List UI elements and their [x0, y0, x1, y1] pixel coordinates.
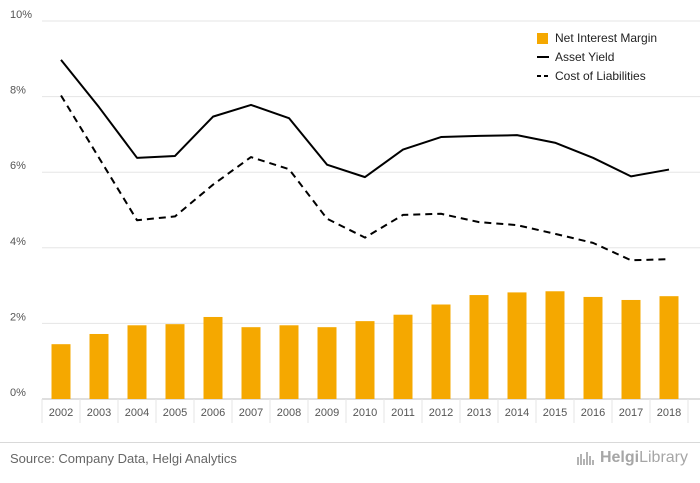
bar	[89, 333, 109, 399]
bar	[317, 327, 337, 399]
bars-icon	[576, 452, 594, 465]
logo-text-helgi: Helgi	[599, 449, 640, 466]
x-tick-label: 2003	[87, 407, 111, 419]
y-tick-label: 10%	[10, 9, 32, 21]
bar	[127, 325, 147, 399]
bar	[279, 325, 299, 399]
x-tick-label: 2015	[543, 407, 567, 419]
source-note: Source: Company Data, Helgi Analytics	[10, 451, 237, 466]
x-tick-label: 2004	[125, 407, 149, 419]
legend-label: Asset Yield	[555, 50, 614, 64]
y-tick-label: 4%	[10, 236, 26, 248]
x-tick-label: 2006	[201, 407, 225, 419]
x-tick-label: 2012	[429, 407, 453, 419]
legend-label: Cost of Liabilities	[555, 69, 646, 83]
x-tick-label: 2008	[277, 407, 301, 419]
bar	[165, 324, 185, 399]
logo-text-library: Library	[639, 449, 688, 466]
bar	[393, 314, 413, 399]
x-tick-label: 2007	[239, 407, 263, 419]
x-tick-label: 2010	[353, 407, 377, 419]
footer-divider	[0, 442, 700, 443]
bar	[241, 327, 261, 399]
bar	[355, 321, 375, 399]
bar	[203, 316, 223, 399]
x-tick-label: 2005	[163, 407, 187, 419]
x-tick-label: 2011	[391, 407, 415, 419]
x-tick-label: 2002	[49, 407, 73, 419]
series-line-dashed	[60, 94, 670, 262]
y-tick-label: 2%	[10, 311, 26, 323]
bar	[621, 299, 641, 399]
y-tick-label: 6%	[10, 160, 26, 172]
bar	[469, 295, 489, 399]
helgi-library-logo: Helgi Library	[576, 449, 688, 467]
legend-swatch	[537, 33, 548, 44]
bar	[583, 296, 603, 399]
x-tick-label: 2009	[315, 407, 339, 419]
series-line-solid	[60, 59, 670, 179]
y-tick-label: 0%	[10, 387, 26, 399]
x-tick-label: 2017	[619, 407, 643, 419]
bar	[507, 292, 527, 399]
chart-svg: 0% 2% 4% 6% 8% 10% 2002 2003 2004 2005 2006 2007 200…	[10, 9, 700, 423]
x-tick-label: 2018	[657, 407, 681, 419]
bar	[659, 296, 679, 399]
x-tick-label: 2014	[505, 407, 529, 419]
bar	[431, 304, 451, 399]
x-tick-label: 2013	[467, 407, 491, 419]
y-tick-label: 8%	[10, 85, 26, 97]
bar	[51, 344, 71, 399]
x-tick-label: 2016	[581, 407, 605, 419]
legend-label: Net Interest Margin	[555, 31, 657, 45]
bar	[545, 291, 565, 399]
